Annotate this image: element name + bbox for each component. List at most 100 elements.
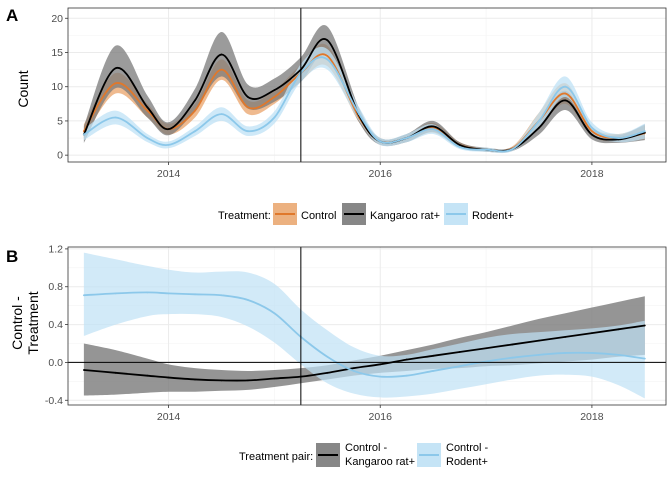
panel-b-data-point xyxy=(194,378,196,381)
panel-a-y-tick-label: 0 xyxy=(57,150,63,162)
panel-b-data-point xyxy=(247,299,249,301)
panel-a-minor-gridlines xyxy=(68,8,666,162)
panel-b-data-point xyxy=(167,376,170,379)
panel-b-y-tick-label: -0.4 xyxy=(45,395,63,407)
panel-a-data-point xyxy=(564,92,567,95)
panel-a-data-point xyxy=(114,116,117,119)
panel-b-ylabel-line2: Treatment xyxy=(25,291,41,354)
panel-a-data-point xyxy=(617,137,620,139)
panel-a-data-point xyxy=(485,148,487,151)
panel-b-data-point xyxy=(458,351,461,353)
panel-b-data-point xyxy=(432,354,435,357)
panel-b-data-point xyxy=(247,379,249,382)
panel-b-y-tick-label: 0.8 xyxy=(48,281,63,293)
panel-a-data-point xyxy=(273,116,276,119)
panel-a-data-point xyxy=(167,143,170,146)
panel-b-ylabel: Control - Treatment xyxy=(9,291,41,354)
panel-b-data-point xyxy=(617,353,620,356)
legend-item-kangaroo: Kangaroo rat+ xyxy=(342,203,440,225)
panel-b-letter: B xyxy=(6,247,18,266)
legend-label-rodent-pair-line1: Control - xyxy=(446,442,489,454)
panel-b-data-point xyxy=(273,312,276,315)
panel-b-data-point xyxy=(82,294,85,297)
panel-b-data-point xyxy=(538,339,540,342)
panel-b-data-point xyxy=(326,355,329,358)
panel-a-ribbon-1 xyxy=(83,25,645,153)
panel-b-data-point xyxy=(114,371,117,374)
panel-b-series-line-1 xyxy=(83,291,645,378)
panel-a-data-point xyxy=(538,120,540,122)
panel-a-legend-title: Treatment: xyxy=(218,210,271,222)
panel-b-data-point xyxy=(511,356,514,359)
panel-a-y-tick-label: 15 xyxy=(51,47,63,59)
panel-b-data-point xyxy=(220,294,223,297)
panel-a-letter: A xyxy=(6,6,18,25)
panel-a-x-tick-label: 2018 xyxy=(580,168,604,180)
panel-a-data-point xyxy=(405,137,408,139)
panel-a-data-point xyxy=(194,130,196,133)
panel-a-data-point xyxy=(591,126,593,129)
panel-b-data-point xyxy=(405,374,408,377)
panel-b-data-point xyxy=(146,291,149,294)
panel-a-data-point xyxy=(220,113,223,115)
panel-a-data-point xyxy=(538,126,540,129)
panel-a-data-point xyxy=(432,128,435,131)
panel-b-data-point xyxy=(379,363,382,366)
panel-b-data-point xyxy=(114,292,117,295)
panel-a-data-point xyxy=(591,130,593,133)
panel-b-ylabel-line1: Control - xyxy=(9,296,25,350)
panel-a-series-line-1 xyxy=(83,37,646,152)
panel-a-data-point xyxy=(511,148,514,150)
panel-a-data-point xyxy=(273,96,276,98)
panel-a-data-point xyxy=(194,99,196,102)
panel-a-data-point xyxy=(326,39,329,42)
legend-label-rodent: Rodent+ xyxy=(472,210,514,222)
panel-b-data-point xyxy=(485,347,487,350)
panel-a-data-point xyxy=(146,106,149,109)
panel-a-data-point xyxy=(146,109,149,112)
panel-b-data-point xyxy=(326,371,329,374)
panel-b-data-point xyxy=(405,358,408,361)
panel-a-data-point xyxy=(247,106,249,109)
panel-b-data-point xyxy=(538,353,540,356)
legend-label-kangaroo-pair-line2: Kangaroo rat+ xyxy=(345,456,415,468)
panel-b-data-point xyxy=(194,293,196,296)
panel-a-data-point xyxy=(326,55,329,57)
legend-item-kangaroo-pair: Control - Kangaroo rat+ xyxy=(316,442,415,468)
panel-b-x-tick-label: 2016 xyxy=(369,411,393,423)
panel-a-data-point xyxy=(220,68,223,71)
panel-a-data-point xyxy=(194,109,196,112)
legend-label-kangaroo-pair-line1: Control - xyxy=(345,442,388,454)
panel-b-y-tick-label: 0.0 xyxy=(48,357,63,369)
panel-b-data-point xyxy=(220,379,223,382)
legend-label-rodent-pair-line2: Rodent+ xyxy=(446,456,488,468)
panel-a-data-point xyxy=(114,82,117,85)
panel-a-data-point xyxy=(167,128,170,131)
panel-a-data-point xyxy=(379,140,382,143)
panel-a-data-point xyxy=(643,130,646,133)
panel-b-data-point xyxy=(564,335,567,338)
panel-b-series-line-0 xyxy=(83,324,645,382)
panel-a-data-point xyxy=(564,85,567,88)
panel-a-data-point xyxy=(458,146,461,148)
panel-a-ylabel: Count xyxy=(15,70,31,107)
panel-a-data-point xyxy=(114,67,117,70)
panel-a-series-line-2 xyxy=(83,56,646,153)
panel-b-data-point xyxy=(432,370,435,372)
panel-a-y-tick-label: 5 xyxy=(57,115,63,127)
panel-b-data-point xyxy=(167,292,170,295)
panel-a-data-point xyxy=(458,143,461,146)
panel-a-panel-border xyxy=(67,7,667,163)
panel-a-x-tick-label: 2014 xyxy=(157,168,181,180)
panel-b-y-tick-label: 0.4 xyxy=(48,319,63,331)
panel-b-x-tick-label: 2018 xyxy=(580,411,604,423)
panel-b-data-point xyxy=(146,374,149,377)
panel-a-x-tick-label: 2016 xyxy=(369,168,393,180)
panel-a-plot: 2014 2016 2018 0 5 10 15 20 xyxy=(51,7,667,180)
panel-b-data-point xyxy=(82,369,85,371)
panel-b-data-point xyxy=(591,352,593,354)
panel-b-y-tick-label: 1.2 xyxy=(48,243,63,255)
legend-label-control: Control xyxy=(301,210,336,222)
panel-a-data-point xyxy=(220,53,223,56)
